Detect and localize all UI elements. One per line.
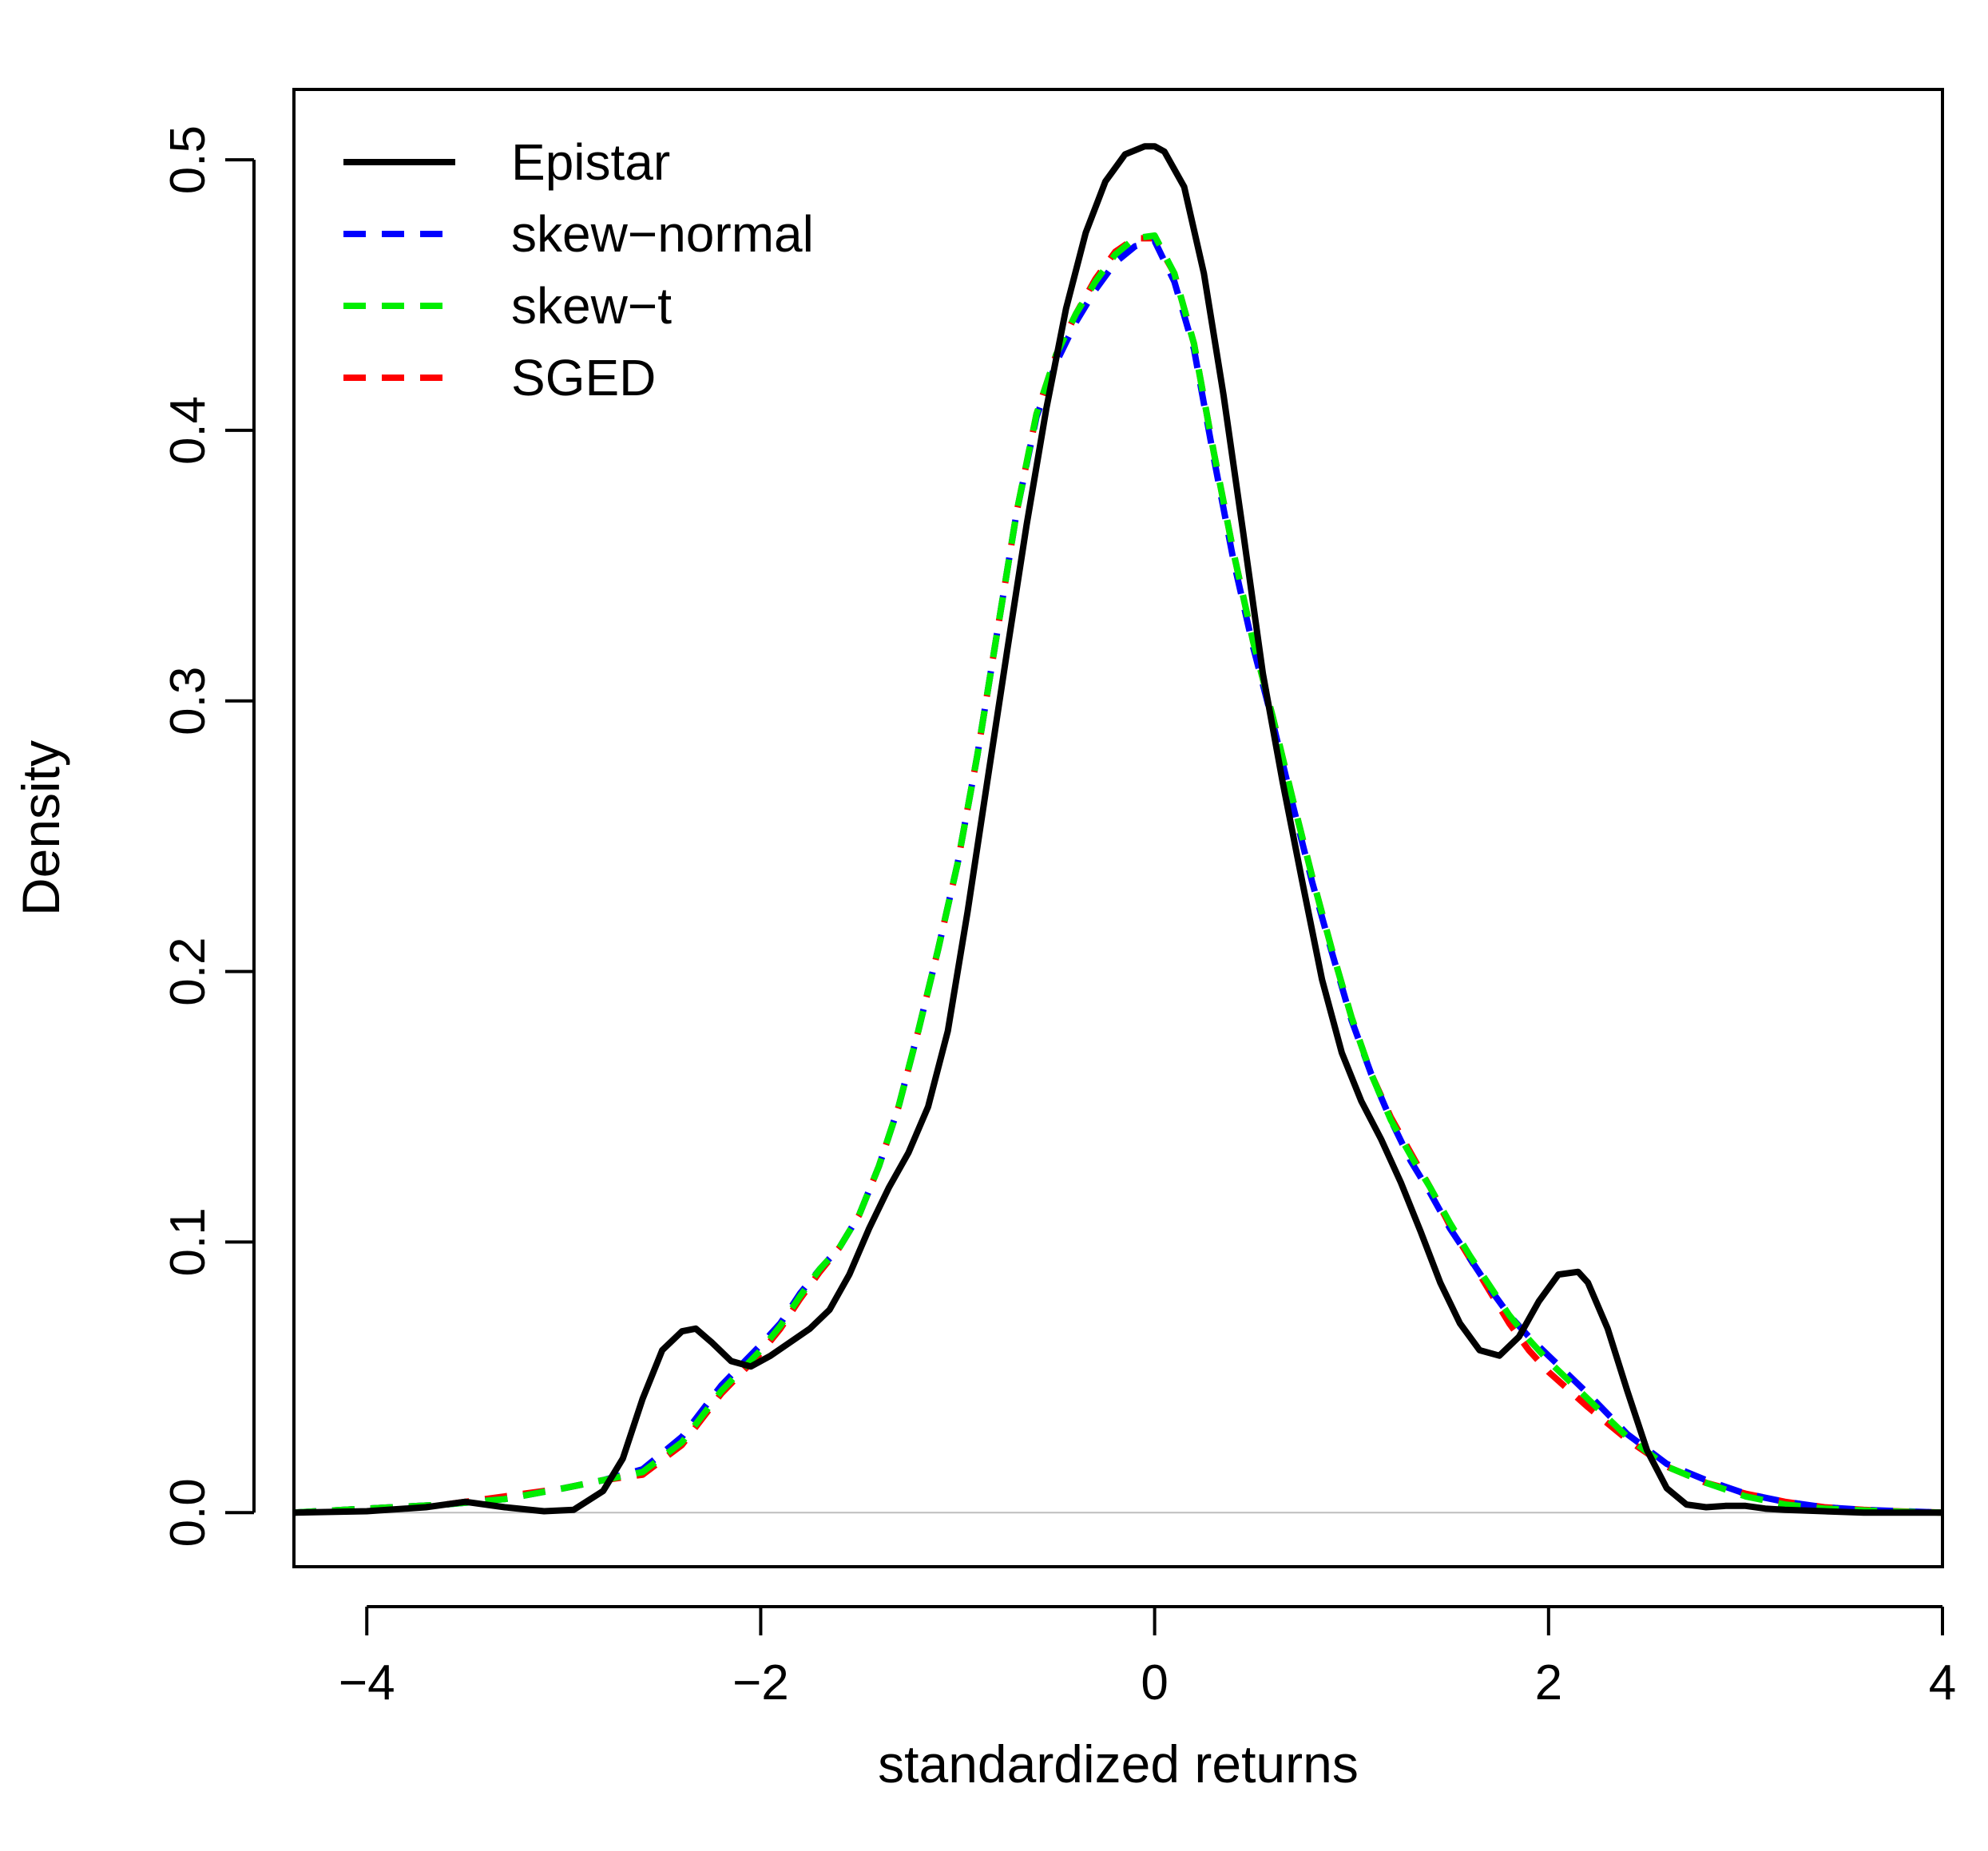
legend-label: skew−normal bbox=[511, 205, 814, 263]
y-tick-label: 0.3 bbox=[161, 667, 216, 735]
y-tick-label: 0.2 bbox=[161, 937, 216, 1005]
y-axis: 0.0 0.1 0.2 0.3 0.4 0.5 bbox=[161, 125, 256, 1547]
x-tick-label: −2 bbox=[732, 1655, 789, 1710]
legend-label: skew−t bbox=[511, 277, 672, 335]
legend: Epistar skew−normal skew−t SGED bbox=[343, 133, 814, 406]
x-axis-label: standardized returns bbox=[878, 1734, 1359, 1794]
y-tick-label: 0.5 bbox=[161, 125, 216, 194]
y-axis-label: Density bbox=[11, 740, 70, 916]
x-tick-label: 0 bbox=[1141, 1655, 1168, 1710]
y-tick-label: 0.0 bbox=[161, 1478, 216, 1547]
x-tick-label: 2 bbox=[1535, 1655, 1562, 1710]
legend-label: SGED bbox=[511, 349, 656, 406]
series-line-epistar bbox=[293, 143, 1942, 1516]
x-tick-label: −4 bbox=[339, 1655, 395, 1710]
x-axis: −4 −2 0 2 4 bbox=[339, 1605, 1956, 1710]
y-tick-label: 0.1 bbox=[161, 1207, 216, 1276]
y-tick-label: 0.4 bbox=[161, 396, 216, 465]
series-line-skew-t bbox=[293, 232, 1943, 1516]
series-layer bbox=[293, 143, 1943, 1516]
legend-label: Epistar bbox=[511, 133, 670, 191]
plot-frame bbox=[292, 88, 1944, 1568]
x-tick-label: 4 bbox=[1929, 1655, 1956, 1710]
